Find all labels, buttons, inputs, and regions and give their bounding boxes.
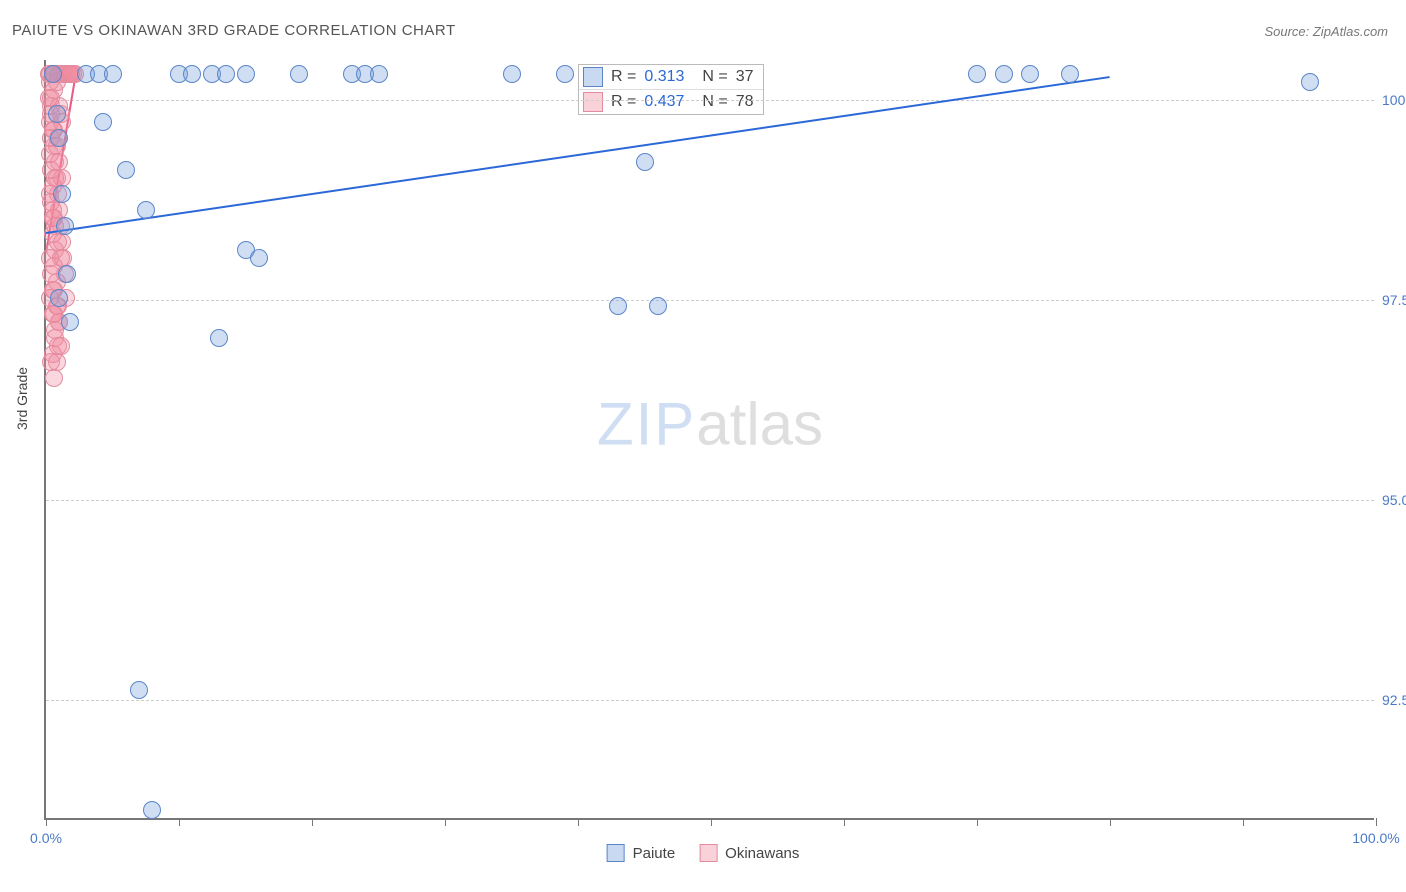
marker-paiute — [130, 681, 148, 699]
stat-r-label: R = — [611, 68, 636, 86]
gridline-h — [46, 100, 1374, 101]
marker-paiute — [968, 65, 986, 83]
marker-paiute — [56, 217, 74, 235]
correlation-stats-box: R = 0.313 N = 37 R = 0.437 N = 78 — [578, 64, 764, 115]
legend-label: Okinawans — [725, 845, 799, 862]
legend-item: Paiute — [607, 844, 676, 862]
source-credit: Source: ZipAtlas.com — [1264, 24, 1388, 39]
watermark-zip: ZIP — [597, 390, 696, 457]
marker-paiute — [1301, 73, 1319, 91]
marker-paiute — [556, 65, 574, 83]
x-tick — [179, 818, 180, 826]
x-tick-label: 100.0% — [1352, 830, 1399, 846]
marker-paiute — [117, 161, 135, 179]
marker-paiute — [609, 297, 627, 315]
marker-okinawans — [45, 369, 63, 387]
legend-swatch — [583, 92, 603, 112]
marker-paiute — [143, 801, 161, 819]
y-tick-label: 92.5% — [1378, 692, 1406, 708]
marker-paiute — [44, 65, 62, 83]
stat-n-label: N = — [702, 68, 727, 86]
x-tick — [312, 818, 313, 826]
marker-paiute — [370, 65, 388, 83]
gridline-h — [46, 500, 1374, 501]
x-tick — [46, 818, 47, 826]
marker-paiute — [290, 65, 308, 83]
marker-paiute — [61, 313, 79, 331]
marker-paiute — [50, 289, 68, 307]
marker-paiute — [217, 65, 235, 83]
legend-swatch — [583, 67, 603, 87]
marker-paiute — [250, 249, 268, 267]
marker-paiute — [183, 65, 201, 83]
y-tick-label: 97.5% — [1378, 292, 1406, 308]
marker-paiute — [636, 153, 654, 171]
stat-n-value: 78 — [736, 93, 754, 111]
y-tick-label: 95.0% — [1378, 492, 1406, 508]
stat-r-value: 0.437 — [644, 93, 694, 111]
marker-paiute — [48, 105, 66, 123]
stat-row: R = 0.437 N = 78 — [579, 90, 763, 114]
marker-paiute — [503, 65, 521, 83]
x-tick — [445, 818, 446, 826]
watermark-atlas: atlas — [696, 390, 823, 457]
marker-paiute — [210, 329, 228, 347]
marker-paiute — [649, 297, 667, 315]
marker-paiute — [94, 113, 112, 131]
marker-paiute — [104, 65, 122, 83]
x-tick-label: 0.0% — [30, 830, 62, 846]
marker-paiute — [53, 185, 71, 203]
marker-okinawans — [41, 249, 59, 267]
x-tick — [1376, 818, 1377, 826]
x-tick — [578, 818, 579, 826]
marker-paiute — [1021, 65, 1039, 83]
marker-paiute — [50, 129, 68, 147]
chart-title: PAIUTE VS OKINAWAN 3RD GRADE CORRELATION… — [12, 22, 456, 39]
x-tick — [977, 818, 978, 826]
legend-swatch — [699, 844, 717, 862]
marker-paiute — [58, 265, 76, 283]
x-tick — [1243, 818, 1244, 826]
scatter-plot: ZIPatlas R =0.313N =37R =0.437N =78 92.5… — [44, 60, 1374, 820]
x-tick — [711, 818, 712, 826]
x-tick — [844, 818, 845, 826]
marker-paiute — [995, 65, 1013, 83]
marker-paiute — [1061, 65, 1079, 83]
legend-swatch — [607, 844, 625, 862]
stat-n-label: N = — [702, 93, 727, 111]
legend-item: Okinawans — [699, 844, 799, 862]
stat-r-label: R = — [611, 93, 636, 111]
marker-paiute — [237, 65, 255, 83]
gridline-h — [46, 700, 1374, 701]
gridline-h — [46, 300, 1374, 301]
stat-row: R = 0.313 N = 37 — [579, 65, 763, 90]
y-tick-label: 100.0% — [1378, 92, 1406, 108]
stat-r-value: 0.313 — [644, 68, 694, 86]
stat-n-value: 37 — [736, 68, 754, 86]
watermark: ZIPatlas — [597, 389, 823, 458]
x-tick — [1110, 818, 1111, 826]
y-axis-label: 3rd Grade — [14, 367, 30, 430]
marker-paiute — [137, 201, 155, 219]
legend-label: Paiute — [633, 845, 676, 862]
series-legend: Paiute Okinawans — [607, 844, 800, 862]
